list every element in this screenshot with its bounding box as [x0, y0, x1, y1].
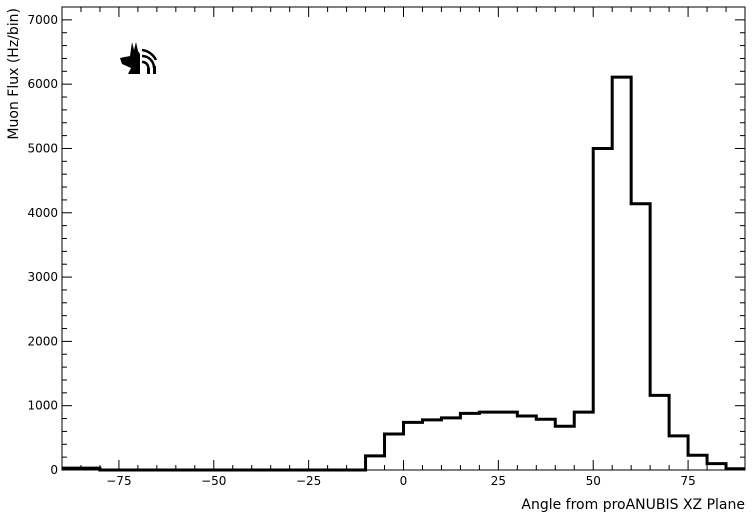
- histogram-bin: [574, 412, 593, 470]
- histogram-bin: [366, 456, 385, 470]
- x-tick-label: 25: [491, 474, 506, 488]
- y-tick-label: 0: [50, 463, 58, 477]
- y-tick-label: 1000: [27, 399, 58, 413]
- histogram-bin: [593, 148, 612, 470]
- x-tick-label: −50: [201, 474, 226, 488]
- histogram-bin: [707, 464, 726, 470]
- histogram-bin: [669, 436, 688, 470]
- histogram-bin: [460, 413, 479, 470]
- x-tick-label: −75: [106, 474, 131, 488]
- y-tick-label: 6000: [27, 77, 58, 91]
- histogram-bin: [422, 420, 441, 470]
- histogram-bin: [385, 434, 404, 470]
- histogram-bin: [479, 412, 498, 470]
- histogram-bin: [536, 419, 555, 470]
- y-axis-label: Muon Flux (Hz/bin): [6, 8, 22, 140]
- histogram-bin: [555, 426, 574, 470]
- y-tick-label: 3000: [27, 270, 58, 284]
- y-tick-label: 5000: [27, 141, 58, 155]
- x-tick-label: 50: [586, 474, 601, 488]
- y-tick-label: 2000: [27, 334, 58, 348]
- y-tick-label: 4000: [27, 206, 58, 220]
- x-tick-label: 75: [680, 474, 695, 488]
- plot-axes: −75 −50 −25 0 25 50 75 0 1000 2000 3000 4000 5000 600…: [27, 6, 746, 488]
- x-tick-label: −25: [296, 474, 321, 488]
- x-tick-label: 0: [400, 474, 408, 488]
- y-tick-label: 7000: [27, 13, 58, 27]
- histogram-bin: [650, 395, 669, 470]
- x-axis-label: Angle from proANUBIS XZ Plane: [521, 497, 745, 513]
- histogram-bin: [498, 412, 517, 470]
- histogram-bin: [688, 455, 707, 470]
- jackal-head-antenna-logo: [120, 42, 158, 74]
- histogram-bin: [612, 77, 631, 470]
- histogram-bin: [517, 416, 536, 470]
- histogram-bin: [631, 204, 650, 470]
- histogram-bin: [441, 418, 460, 470]
- histogram-bin: [404, 422, 423, 470]
